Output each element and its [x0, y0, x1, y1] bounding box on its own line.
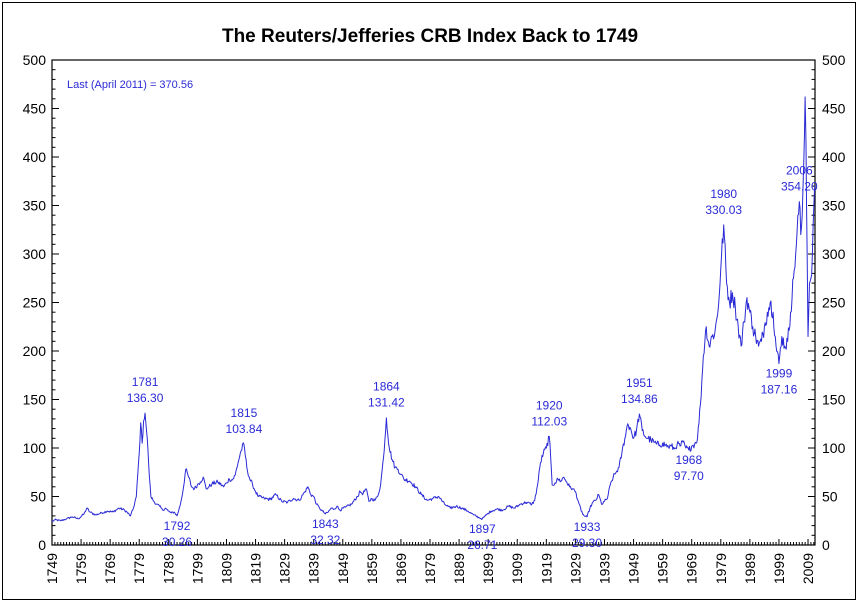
annotation-value: 103.84 [226, 422, 263, 436]
x-tick-label: 1799 [189, 553, 205, 584]
x-tick-label: 1909 [509, 553, 525, 584]
x-tick-label: 1929 [567, 553, 583, 584]
x-tick-label: 1969 [684, 553, 700, 584]
annotation-year: 1792 [164, 519, 191, 533]
y-tick-label-right: 150 [822, 392, 846, 408]
y-tick-label-left: 500 [23, 52, 47, 68]
annotations: 1781 136.30 1792 30.26 1815 103.84 1843 32.32 18… [127, 163, 818, 552]
annotation-year: 1897 [469, 522, 496, 536]
axes: 0 0 50 50 100 100 150 150 200 200 250 250 300 300 350 3… [23, 52, 846, 584]
crb-index-chart: The Reuters/Jefferies CRB Index Back to … [23, 26, 846, 584]
annotation-year: 1781 [132, 375, 159, 389]
y-tick-label-left: 350 [23, 198, 47, 214]
x-tick-label: 1899 [480, 553, 496, 584]
chart-title: The Reuters/Jefferies CRB Index Back to … [222, 26, 638, 47]
annotation-value: 30.26 [162, 535, 192, 549]
y-tick-label-left: 200 [23, 343, 47, 359]
x-tick-label: 1829 [277, 553, 293, 584]
annotation-value: 29.30 [572, 536, 602, 550]
y-tick-label-right: 350 [822, 198, 846, 214]
x-tick-label: 1959 [655, 553, 671, 584]
annotation-year: 1815 [231, 406, 258, 420]
y-tick-label-right: 0 [822, 537, 830, 553]
x-tick-label: 1759 [73, 553, 89, 584]
annotation-value: 97.70 [674, 469, 704, 483]
x-tick-label: 1779 [131, 553, 147, 584]
annotation-year: 1920 [536, 398, 563, 412]
annotation-value: 354.20 [781, 179, 818, 193]
y-tick-label-left: 450 [23, 101, 47, 117]
annotation-year: 1999 [766, 367, 793, 381]
annotation-year: 1968 [675, 453, 702, 467]
x-tick-label: 1919 [538, 553, 554, 584]
x-tick-label: 1879 [422, 553, 438, 584]
series-layer [51, 96, 816, 523]
y-tick-label-right: 100 [822, 440, 846, 456]
last-value-note: Last (April 2011) = 370.56 [67, 79, 193, 91]
annotation-value: 131.42 [368, 396, 405, 410]
annotation-value: 136.30 [127, 391, 164, 405]
x-tick-label: 1979 [713, 553, 729, 584]
annotation-year: 1933 [574, 520, 601, 534]
annotation-value: 187.16 [761, 383, 798, 397]
annotation-value: 26.71 [467, 538, 497, 552]
annotation-year: 1980 [710, 187, 737, 201]
annotation-value: 112.03 [531, 414, 567, 428]
y-tick-label-right: 250 [822, 295, 846, 311]
annotation-year: 2006 [786, 163, 813, 177]
y-tick-label-right: 400 [822, 149, 846, 165]
x-tick-label: 1809 [218, 553, 234, 584]
annotation-value: 32.32 [310, 533, 340, 547]
y-tick-label-right: 200 [822, 343, 846, 359]
y-tick-label-left: 150 [23, 392, 47, 408]
x-tick-label: 1949 [626, 553, 642, 584]
y-tick-label-right: 300 [822, 246, 846, 262]
y-tick-label-left: 100 [23, 440, 47, 456]
y-tick-label-left: 50 [30, 489, 46, 505]
series-line-crb-index [51, 96, 816, 523]
y-tick-label-left: 300 [23, 246, 47, 262]
x-tick-label: 1789 [160, 553, 176, 584]
x-tick-label: 1989 [742, 553, 758, 584]
y-tick-label-right: 50 [822, 489, 838, 505]
x-tick-label: 1749 [44, 553, 60, 584]
annotation-value: 330.03 [705, 203, 742, 217]
x-tick-label: 1869 [393, 553, 409, 584]
x-tick-label: 1939 [596, 553, 612, 584]
x-tick-label: 2009 [800, 553, 816, 584]
x-tick-label: 1849 [335, 553, 351, 584]
x-tick-label: 1859 [364, 553, 380, 584]
annotation-year: 1843 [312, 517, 339, 531]
y-tick-label-left: 0 [38, 537, 46, 553]
x-tick-label: 1769 [102, 553, 118, 584]
annotation-year: 1951 [626, 376, 653, 390]
x-tick-label: 1999 [771, 553, 787, 584]
x-tick-label: 1839 [306, 553, 322, 584]
annotation-year: 1864 [373, 380, 400, 394]
x-tick-label: 1889 [451, 553, 467, 584]
y-tick-label-right: 450 [822, 101, 846, 117]
annotation-value: 134.86 [621, 392, 658, 406]
y-tick-label-right: 500 [822, 52, 846, 68]
y-tick-label-left: 250 [23, 295, 47, 311]
y-tick-label-left: 400 [23, 149, 47, 165]
x-tick-label: 1819 [248, 553, 264, 584]
